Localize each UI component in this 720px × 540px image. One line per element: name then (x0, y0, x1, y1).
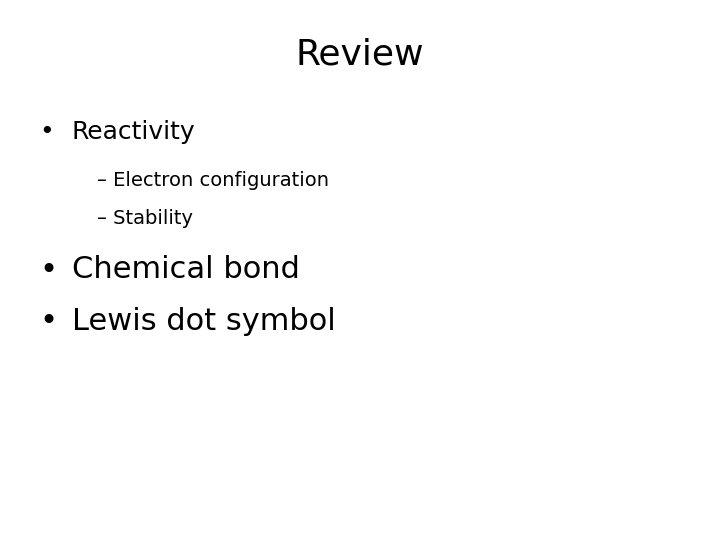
Text: •: • (40, 307, 58, 336)
Text: •: • (40, 120, 54, 144)
Text: •: • (40, 255, 58, 285)
Text: Review: Review (296, 38, 424, 72)
Text: Chemical bond: Chemical bond (72, 255, 300, 285)
Text: – Stability: – Stability (97, 209, 193, 228)
Text: Lewis dot symbol: Lewis dot symbol (72, 307, 336, 336)
Text: – Electron configuration: – Electron configuration (97, 171, 329, 191)
Text: Reactivity: Reactivity (72, 120, 196, 144)
